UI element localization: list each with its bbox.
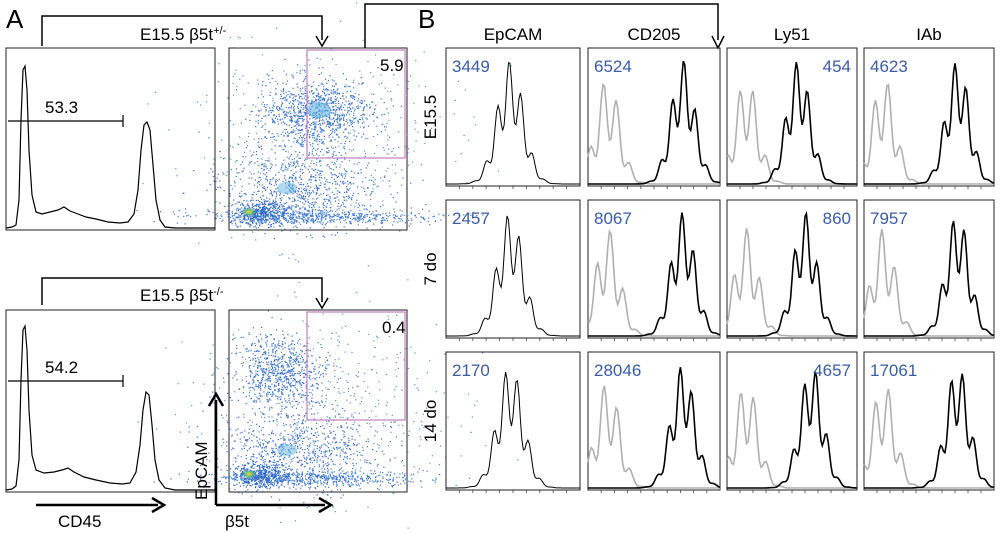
a-bottom-dotplot-gate-value: 0.4	[382, 318, 406, 337]
b-histogram-sample-trace	[588, 60, 721, 185]
a-bottom-histogram: 54.2	[5, 309, 216, 493]
b-histogram-sample-trace	[727, 371, 858, 489]
b-histogram-sample-trace	[446, 215, 580, 337]
b-row-label: E15.5	[421, 95, 440, 139]
bottom-condition-label: E15.5 β5t-/-	[140, 286, 224, 305]
a-top-histogram-trace	[5, 63, 215, 229]
a-bottom-dotplot-events	[137, 279, 519, 529]
b-histogram-cell: 860	[726, 199, 858, 341]
b-mfi-value: 6524	[594, 57, 632, 76]
a-bottom-histogram-trace	[5, 323, 215, 491]
b-histogram-sample-trace	[727, 210, 857, 337]
b-histogram-sample-trace	[864, 220, 995, 337]
b-histogram-sample-trace	[588, 212, 721, 337]
b-histogram-cell: 2170	[445, 351, 581, 493]
b-histogram-control-trace	[726, 228, 857, 337]
b-histogram-cell: 3449	[445, 47, 581, 189]
b-mfi-value: 860	[823, 209, 851, 228]
a-dotplot-y-axis-label: EpCAM	[192, 441, 211, 500]
b-histogram-control-trace	[863, 83, 994, 185]
b-histogram-cell: 7957	[863, 199, 995, 341]
panel-b-letter: B	[418, 4, 435, 34]
b-mfi-value: 454	[823, 57, 851, 76]
b-row-label: 14 do	[421, 400, 440, 443]
b-column-headers: EpCAM CD205 Ly51 IAb	[484, 25, 942, 44]
b-mfi-value: 28046	[594, 361, 641, 380]
b-mfi-value: 2457	[452, 209, 490, 228]
b-histogram-sample-trace	[446, 62, 580, 185]
bottom-gate-connector	[41, 277, 329, 310]
b-column-header: Ly51	[774, 25, 810, 44]
top-gate-connector	[41, 15, 329, 48]
b-histogram-cell: 6524	[587, 47, 721, 189]
b-histogram-sample-trace	[727, 61, 857, 185]
b-histogram-cell: 28046	[587, 351, 721, 493]
a-top-histogram-gate-value: 53.3	[45, 98, 78, 117]
b-histogram-sample-trace	[446, 371, 580, 489]
b-column-header: IAb	[916, 25, 942, 44]
b-mfi-value: 8067	[594, 209, 632, 228]
a-dotplot-x-axis-label: β5t	[225, 512, 249, 531]
b-histogram-control-trace	[726, 90, 857, 185]
b-histogram-sample-trace	[864, 63, 995, 185]
a-bottom-dotplot-gate	[306, 311, 406, 421]
b-histogram-sample-trace	[864, 373, 995, 489]
b-histogram-cell: 8067	[587, 199, 721, 341]
b-histogram-control-trace	[726, 392, 857, 489]
b-mfi-value: 2170	[452, 361, 490, 380]
b-histogram-cell: 4623	[863, 47, 995, 189]
b-mfi-value: 3449	[452, 57, 490, 76]
a-bottom-histogram-gate-value: 54.2	[45, 358, 78, 377]
b-row-labels: E15.5 7 do 14 do	[421, 95, 440, 442]
b-mfi-value: 4623	[870, 57, 908, 76]
b-mfi-value: 4657	[813, 361, 851, 380]
b-column-header: EpCAM	[484, 25, 543, 44]
b-mfi-value: 7957	[870, 209, 908, 228]
b-histogram-control-trace	[587, 83, 720, 185]
b-histogram-cell: 17061	[863, 351, 995, 493]
b-histogram-control-trace	[587, 385, 720, 489]
b-histogram-control-trace	[863, 229, 994, 337]
b-histogram-grid: 3449 6524 454 4623 2457 8067 860 7957 2170 28046 4…	[445, 47, 995, 493]
b-histogram-sample-trace	[588, 367, 721, 489]
b-histogram-control-trace	[587, 228, 720, 337]
b-histogram-control-trace	[863, 388, 994, 489]
a-top-histogram: 53.3	[5, 47, 216, 231]
a-axes: CD45 β5t EpCAM	[36, 391, 334, 531]
b-histogram-cell: 4657	[726, 351, 858, 493]
b-row-label: 7 do	[421, 252, 440, 285]
b-column-header: CD205	[628, 25, 681, 44]
top-condition-label: E15.5 β5t+/-	[140, 25, 227, 44]
a-bottom-dotplot: 0.4	[137, 279, 519, 529]
a-top-dotplot: 5.9	[136, 2, 512, 293]
b-histogram-cell: 2457	[445, 199, 581, 341]
b-mfi-value: 17061	[870, 361, 917, 380]
a-hist-x-axis-label: CD45	[58, 512, 101, 531]
a-top-dotplot-gate	[306, 49, 406, 159]
a-top-dotplot-events	[136, 2, 512, 293]
b-histogram-cell: 454	[726, 47, 858, 189]
a-top-dotplot-gate-value: 5.9	[380, 56, 404, 75]
panel-a-letter: A	[6, 4, 24, 34]
